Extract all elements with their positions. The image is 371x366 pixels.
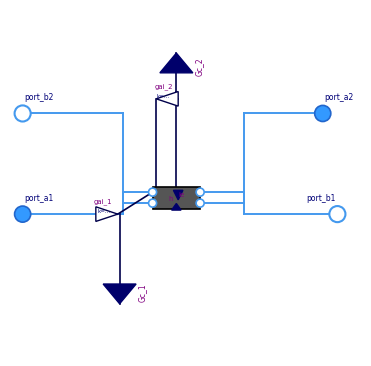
Circle shape <box>196 199 204 207</box>
Circle shape <box>196 188 204 196</box>
Text: Gc_1: Gc_1 <box>138 283 147 302</box>
Text: port_b1: port_b1 <box>306 194 335 202</box>
Text: h: h <box>168 197 173 202</box>
Polygon shape <box>172 203 181 210</box>
Circle shape <box>148 199 157 207</box>
Polygon shape <box>96 207 118 221</box>
Text: port_b2: port_b2 <box>24 93 54 102</box>
Polygon shape <box>103 284 136 304</box>
Text: Gc_2: Gc_2 <box>195 57 204 75</box>
Text: gai_1: gai_1 <box>94 198 113 205</box>
Text: k=...: k=... <box>157 94 170 99</box>
Circle shape <box>148 188 157 196</box>
Polygon shape <box>156 92 178 106</box>
Polygon shape <box>160 53 193 73</box>
Text: k=...: k=... <box>98 209 111 214</box>
Text: gai_2: gai_2 <box>154 83 173 90</box>
Text: ie: ie <box>178 192 184 198</box>
Circle shape <box>14 206 31 222</box>
Text: port_a1: port_a1 <box>24 194 54 202</box>
Polygon shape <box>173 190 183 200</box>
Circle shape <box>14 105 31 122</box>
Circle shape <box>315 105 331 122</box>
Bar <box>152 187 200 209</box>
Text: port_a2: port_a2 <box>325 93 354 102</box>
Circle shape <box>329 206 345 222</box>
